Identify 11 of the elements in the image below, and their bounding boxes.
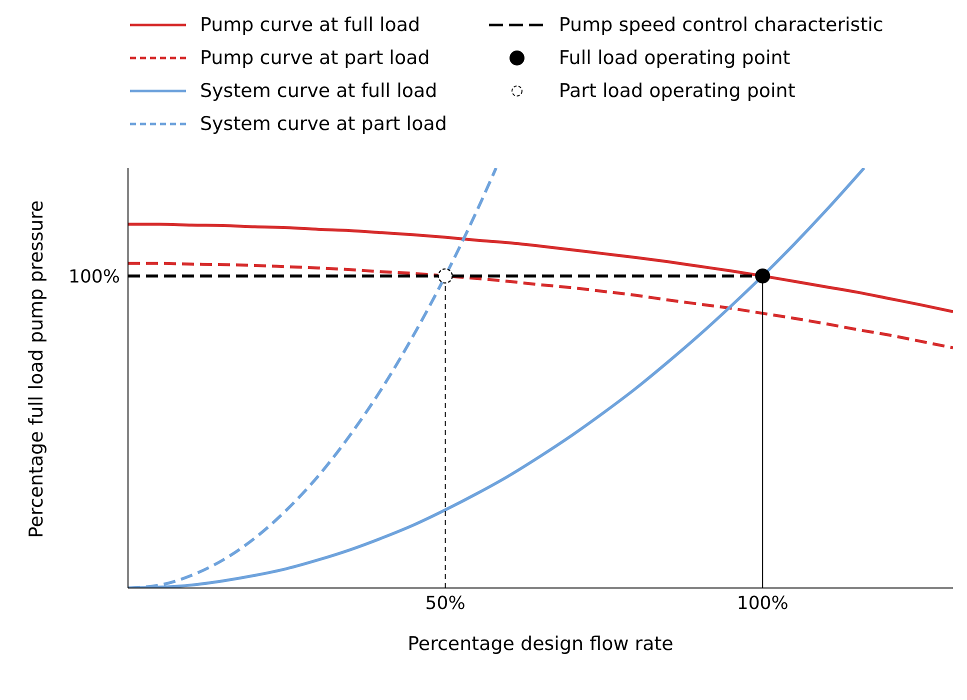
- x-tick-label: 50%: [425, 592, 466, 614]
- x-axis-title: Percentage design flow rate: [408, 633, 674, 655]
- legend-label: System curve at part load: [200, 112, 447, 134]
- legend-label: Pump curve at full load: [200, 14, 420, 36]
- legend-label: Full load operating point: [558, 46, 790, 68]
- legend-label: Pump speed control characteristic: [558, 14, 884, 36]
- legend-label: System curve at full load: [200, 80, 438, 102]
- legend-label: Pump curve at part load: [200, 46, 430, 68]
- y-axis-title: Percentage full load pump pressure: [26, 200, 48, 538]
- legend-label: Part load operating point: [558, 80, 796, 102]
- text: 100%: [68, 266, 120, 288]
